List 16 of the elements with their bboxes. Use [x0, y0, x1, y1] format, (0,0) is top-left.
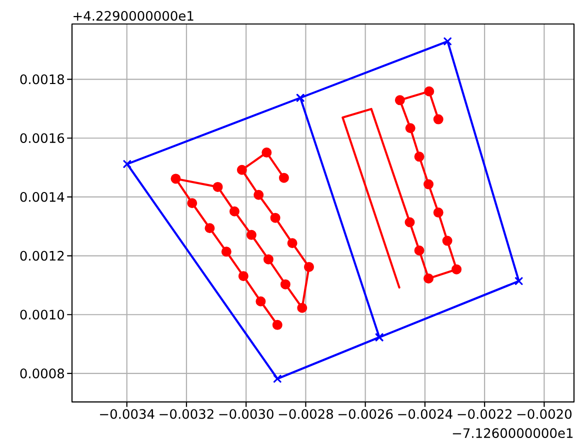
x-tick-label: −0.0024: [398, 409, 452, 419]
y-tick-label: 0.0010: [20, 310, 64, 320]
y-tick-label: 0.0016: [20, 133, 64, 144]
x-tick-label: −0.0028: [278, 409, 334, 419]
y-tick-label: 0.0018: [20, 74, 64, 84]
x-tick-label: −0.0032: [160, 409, 214, 419]
x-tick-label: −0.0026: [338, 409, 393, 419]
text: −7.1260000000e1: [452, 428, 573, 438]
y-tick-label: 0.0014: [20, 192, 64, 202]
text: +4.2290000000e1: [74, 10, 194, 21]
y-tick-label: 0.0012: [20, 250, 64, 261]
x-tick-label: −0.0034: [100, 409, 154, 419]
x-tick-label: −0.0022: [458, 409, 512, 419]
y-tick-label: 0.0008: [20, 368, 64, 378]
x-tick-label: −0.0030: [219, 409, 274, 419]
x-tick-label: −0.0020: [517, 409, 572, 419]
